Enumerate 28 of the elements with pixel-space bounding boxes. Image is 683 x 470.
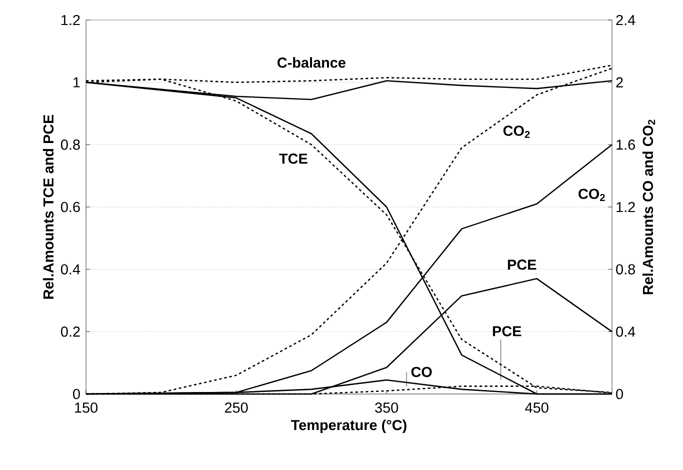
x-tick-label: 350 bbox=[375, 402, 398, 413]
y2-tick-label: 0 bbox=[616, 388, 623, 400]
y-tick-label: 0 bbox=[73, 388, 80, 400]
y-tick-label: 0.8 bbox=[60, 140, 80, 150]
x-tick-label: 250 bbox=[224, 402, 248, 413]
series-label: C-balance bbox=[278, 57, 346, 68]
y2-tick-label: 1.6 bbox=[616, 140, 635, 150]
series-label: CO$_{2}$ bbox=[578, 188, 605, 201]
y2-axis-title: Rel.Amounts CO and CO$_{2}$ bbox=[642, 120, 656, 294]
series-label: TCE bbox=[279, 154, 308, 164]
series-label: PCE bbox=[508, 260, 536, 270]
y-axis-title: Rel.Amounts TCE and PCE bbox=[42, 114, 54, 299]
y2-tick-label: 1.2 bbox=[616, 202, 635, 212]
y-tick-label: 1.2 bbox=[61, 14, 80, 26]
series-label: CO$_{2}$ bbox=[503, 126, 530, 138]
y2-tick-label: 2.4 bbox=[616, 14, 636, 26]
y2-tick-label: 2 bbox=[616, 77, 623, 88]
x-tick-label: 150 bbox=[75, 402, 98, 413]
y-tick-label: 1 bbox=[74, 77, 80, 88]
y-tick-label: 0.2 bbox=[60, 326, 80, 337]
y2-tick-label: 0.4 bbox=[616, 326, 636, 337]
x-tick-label: 450 bbox=[525, 402, 548, 413]
legend-label: CO bbox=[411, 366, 432, 378]
y2-tick-label: 0.8 bbox=[616, 264, 635, 274]
y-tick-label: 0.4 bbox=[60, 264, 80, 274]
text: PCE bbox=[492, 326, 522, 336]
y-tick-label: 0.6 bbox=[60, 202, 80, 212]
x-axis-title: Temperature (°C) bbox=[291, 420, 406, 434]
